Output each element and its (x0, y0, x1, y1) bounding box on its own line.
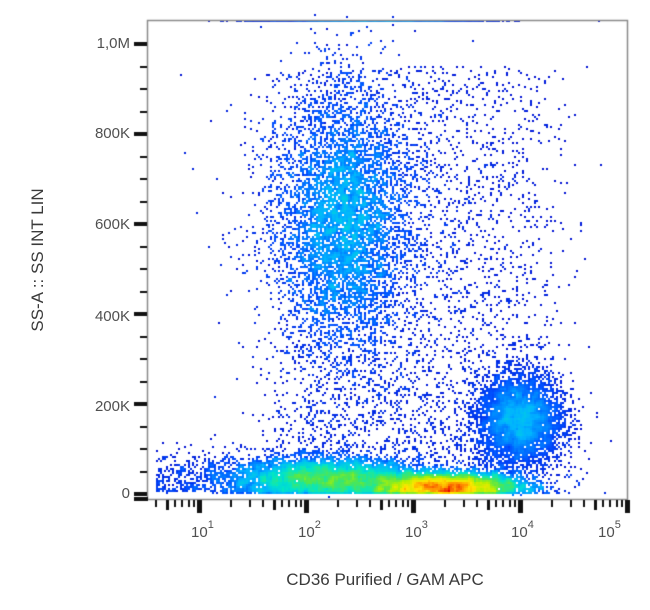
x-tick-base: 10 (511, 524, 528, 541)
x-tick-label-10-4: 104 (511, 519, 534, 541)
y-tick-label-0: 0 (121, 485, 130, 502)
x-tick-exp: 1 (207, 519, 214, 531)
y-tick-label-200k: 200K (94, 398, 130, 415)
y-axis-title: SS-A :: SS INT LIN (28, 188, 47, 332)
y-tick-label-600k: 600K (94, 216, 130, 233)
x-tick-label-10-3: 103 (405, 519, 428, 541)
y-tick-label-1m: 1,0M (96, 35, 130, 52)
x-tick-label-10-2: 102 (298, 519, 321, 541)
y-tick-label-800k: 800K (94, 125, 130, 142)
x-tick-exp: 2 (314, 519, 321, 531)
x-tick-exp: 5 (614, 519, 621, 531)
x-tick-exp: 3 (421, 519, 428, 531)
y-tick-label-400k: 400K (94, 308, 130, 325)
x-tick-exp: 4 (527, 519, 534, 531)
x-tick-base: 10 (405, 524, 422, 541)
x-axis-title: CD36 Purified / GAM APC (286, 570, 484, 589)
x-tick-base: 10 (191, 524, 208, 541)
x-tick-base: 10 (598, 524, 615, 541)
x-tick-base: 10 (298, 524, 315, 541)
x-tick-label-10-1: 101 (191, 519, 214, 541)
x-tick-label-10-5: 105 (598, 519, 621, 541)
